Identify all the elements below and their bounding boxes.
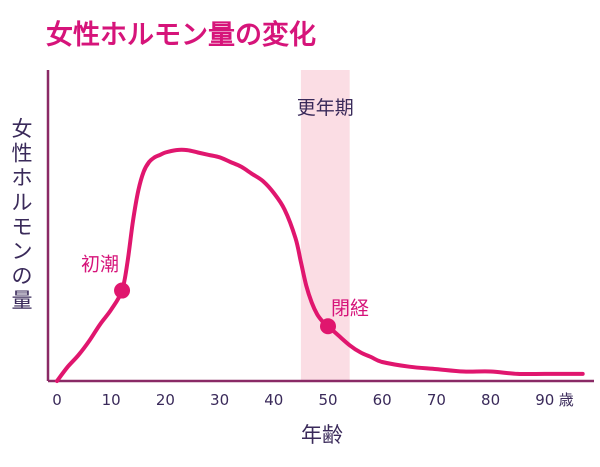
x-tick-label: 60 [373, 391, 392, 409]
y-axis-label-char: 性 [12, 142, 33, 166]
y-axis-label-char: モ [12, 215, 33, 239]
x-tick-label: 50 [318, 391, 337, 409]
y-axis-label-char: 量 [12, 289, 33, 313]
x-axis-unit: 歳 [559, 391, 574, 409]
annotation-marker [114, 282, 131, 299]
x-tick-label: 40 [264, 391, 283, 409]
x-tick-label: 0 [52, 391, 62, 409]
y-axis-label-char: 女 [12, 117, 33, 141]
annotation-label: 閉経 [331, 297, 369, 319]
chart-title: 女性ホルモン量の変化 [46, 19, 316, 51]
annotation-marker [320, 318, 336, 335]
hormone-curve [55, 147, 585, 383]
annotation-label: 初潮 [81, 254, 119, 276]
y-axis-label-char: の [12, 264, 33, 288]
y-axis-label-char: ン [12, 240, 33, 264]
x-axis-label: 年齢 [301, 423, 343, 447]
x-tick-labels: 0 10 20 30 40 50 60 70 80 90 [52, 391, 554, 409]
y-axis-label-char: ル [12, 191, 33, 215]
x-tick-label: 80 [481, 391, 500, 409]
x-tick-label: 30 [210, 391, 229, 409]
x-tick-label: 70 [427, 391, 446, 409]
x-tick-label: 20 [156, 391, 175, 409]
y-axis-label-char: ホ [12, 166, 33, 190]
band-label: 更年期 [297, 97, 354, 119]
x-tick-label: 10 [102, 391, 121, 409]
x-tick-label: 90 [535, 391, 554, 409]
